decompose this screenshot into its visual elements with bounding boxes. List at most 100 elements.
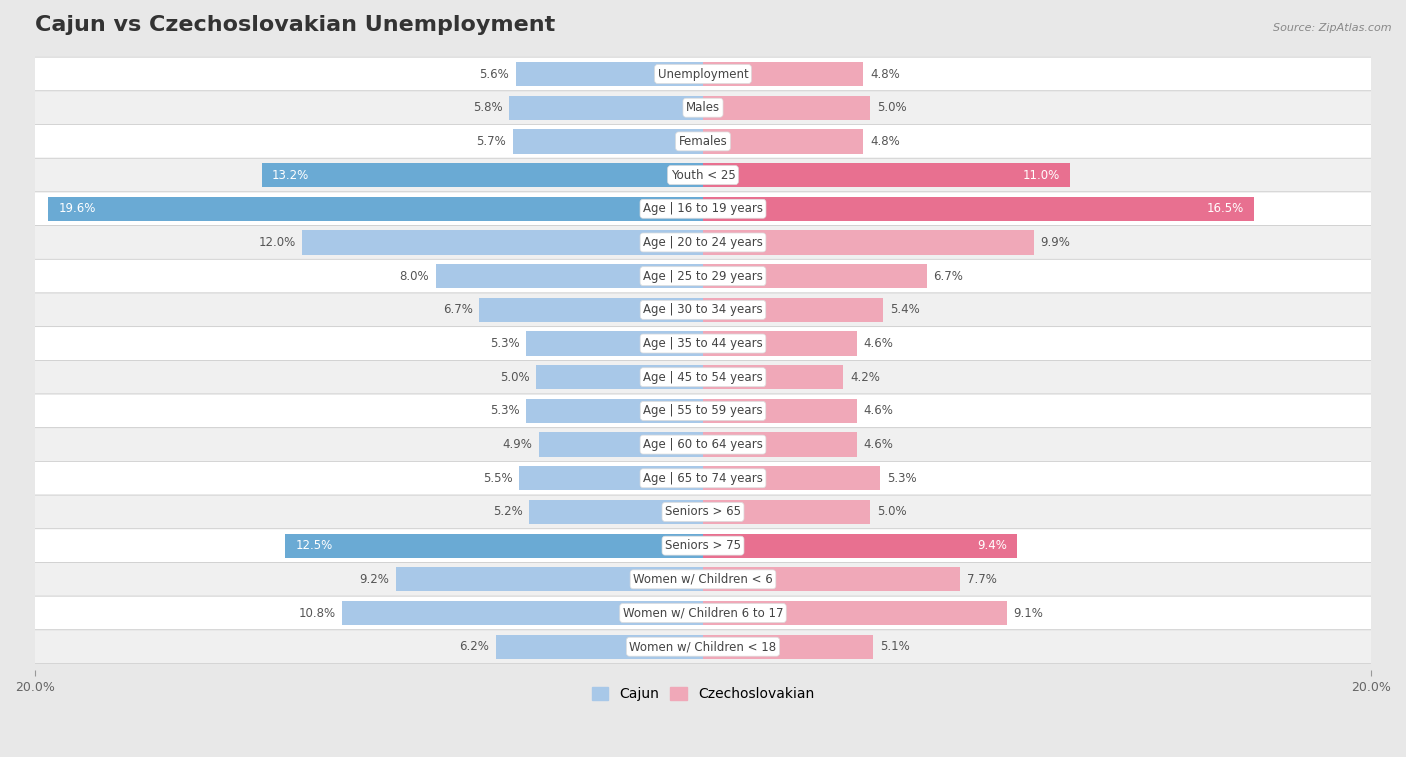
Text: Females: Females — [679, 135, 727, 148]
Bar — [526, 332, 703, 356]
Bar — [516, 62, 703, 86]
Text: 4.2%: 4.2% — [851, 371, 880, 384]
Text: 16.5%: 16.5% — [1206, 202, 1244, 215]
Text: 9.1%: 9.1% — [1014, 606, 1043, 619]
Text: 5.2%: 5.2% — [494, 506, 523, 519]
Text: Age | 45 to 54 years: Age | 45 to 54 years — [643, 371, 763, 384]
FancyBboxPatch shape — [34, 293, 1372, 327]
FancyBboxPatch shape — [34, 462, 1372, 495]
Text: 9.9%: 9.9% — [1040, 236, 1070, 249]
Bar — [703, 197, 1254, 221]
Bar — [703, 129, 863, 154]
Text: 5.3%: 5.3% — [489, 404, 519, 417]
Bar — [479, 298, 703, 322]
Text: 9.4%: 9.4% — [977, 539, 1007, 552]
Text: 19.6%: 19.6% — [58, 202, 96, 215]
Bar — [262, 163, 703, 187]
Bar — [703, 298, 883, 322]
FancyBboxPatch shape — [34, 327, 1372, 360]
Text: Women w/ Children 6 to 17: Women w/ Children 6 to 17 — [623, 606, 783, 619]
Text: Age | 65 to 74 years: Age | 65 to 74 years — [643, 472, 763, 484]
Bar — [703, 230, 1033, 254]
Text: Women w/ Children < 18: Women w/ Children < 18 — [630, 640, 776, 653]
Text: Seniors > 75: Seniors > 75 — [665, 539, 741, 552]
Text: Age | 55 to 59 years: Age | 55 to 59 years — [643, 404, 763, 417]
Bar — [496, 634, 703, 659]
Text: 4.9%: 4.9% — [503, 438, 533, 451]
Text: Unemployment: Unemployment — [658, 67, 748, 80]
FancyBboxPatch shape — [34, 630, 1372, 664]
FancyBboxPatch shape — [34, 394, 1372, 428]
Text: Age | 60 to 64 years: Age | 60 to 64 years — [643, 438, 763, 451]
Bar — [285, 534, 703, 558]
FancyBboxPatch shape — [34, 428, 1372, 462]
FancyBboxPatch shape — [34, 91, 1372, 125]
FancyBboxPatch shape — [34, 360, 1372, 394]
Text: Age | 20 to 24 years: Age | 20 to 24 years — [643, 236, 763, 249]
Bar — [395, 567, 703, 591]
FancyBboxPatch shape — [34, 58, 1372, 91]
Text: 5.0%: 5.0% — [877, 506, 907, 519]
Text: 5.5%: 5.5% — [484, 472, 513, 484]
Bar — [302, 230, 703, 254]
Text: 5.0%: 5.0% — [877, 101, 907, 114]
FancyBboxPatch shape — [34, 597, 1372, 630]
Text: 11.0%: 11.0% — [1024, 169, 1060, 182]
Bar — [529, 500, 703, 524]
Text: Seniors > 65: Seniors > 65 — [665, 506, 741, 519]
Bar — [342, 601, 703, 625]
Bar — [526, 399, 703, 423]
Text: Cajun vs Czechoslovakian Unemployment: Cajun vs Czechoslovakian Unemployment — [35, 15, 555, 35]
Bar — [703, 62, 863, 86]
Text: 8.0%: 8.0% — [399, 269, 429, 282]
Text: 4.8%: 4.8% — [870, 135, 900, 148]
Text: 5.3%: 5.3% — [489, 337, 519, 350]
Bar — [703, 163, 1070, 187]
Bar — [703, 365, 844, 389]
Bar — [519, 466, 703, 491]
Text: 4.6%: 4.6% — [863, 337, 893, 350]
Bar — [703, 399, 856, 423]
Text: 6.2%: 6.2% — [460, 640, 489, 653]
FancyBboxPatch shape — [34, 125, 1372, 158]
Bar — [703, 634, 873, 659]
Bar — [703, 432, 856, 456]
Text: 9.2%: 9.2% — [359, 573, 389, 586]
Bar — [703, 567, 960, 591]
Text: 7.7%: 7.7% — [967, 573, 997, 586]
Text: 6.7%: 6.7% — [443, 304, 472, 316]
FancyBboxPatch shape — [34, 226, 1372, 260]
Bar — [703, 264, 927, 288]
Text: Women w/ Children < 6: Women w/ Children < 6 — [633, 573, 773, 586]
Bar — [536, 365, 703, 389]
Legend: Cajun, Czechoslovakian: Cajun, Czechoslovakian — [586, 681, 820, 707]
Text: 5.0%: 5.0% — [499, 371, 529, 384]
Text: 12.5%: 12.5% — [295, 539, 333, 552]
Text: 4.8%: 4.8% — [870, 67, 900, 80]
Text: 5.3%: 5.3% — [887, 472, 917, 484]
Bar — [436, 264, 703, 288]
FancyBboxPatch shape — [34, 192, 1372, 226]
Bar — [48, 197, 703, 221]
Text: Males: Males — [686, 101, 720, 114]
Bar — [703, 500, 870, 524]
Bar — [703, 332, 856, 356]
FancyBboxPatch shape — [34, 495, 1372, 529]
Text: Age | 35 to 44 years: Age | 35 to 44 years — [643, 337, 763, 350]
Text: 5.4%: 5.4% — [890, 304, 920, 316]
Text: 10.8%: 10.8% — [298, 606, 336, 619]
Text: Youth < 25: Youth < 25 — [671, 169, 735, 182]
Bar — [703, 95, 870, 120]
Text: 5.7%: 5.7% — [477, 135, 506, 148]
Text: 13.2%: 13.2% — [273, 169, 309, 182]
Text: Age | 16 to 19 years: Age | 16 to 19 years — [643, 202, 763, 215]
Text: 5.8%: 5.8% — [472, 101, 502, 114]
FancyBboxPatch shape — [34, 562, 1372, 597]
Text: 4.6%: 4.6% — [863, 438, 893, 451]
Bar — [703, 601, 1007, 625]
Bar — [509, 95, 703, 120]
Text: Age | 30 to 34 years: Age | 30 to 34 years — [643, 304, 763, 316]
Text: Source: ZipAtlas.com: Source: ZipAtlas.com — [1274, 23, 1392, 33]
FancyBboxPatch shape — [34, 529, 1372, 562]
Bar — [703, 466, 880, 491]
